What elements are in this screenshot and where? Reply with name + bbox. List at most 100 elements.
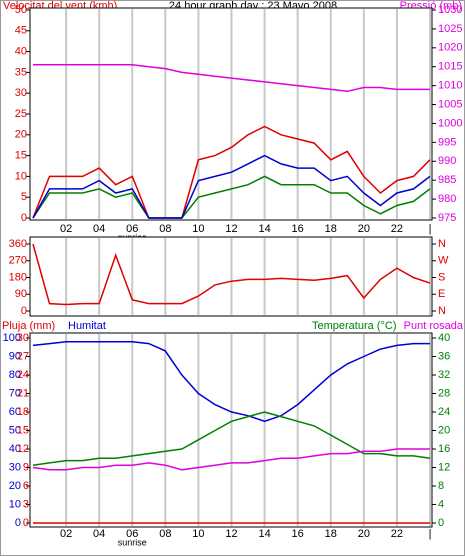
x-tick-label: 10 — [192, 528, 204, 540]
tick-label: 0 — [15, 517, 21, 529]
tick-label: 21 — [17, 387, 29, 399]
x-tick-label: 10 — [192, 223, 204, 235]
tick-label: 1030 — [438, 4, 462, 16]
tick-label: 990 — [438, 155, 456, 167]
x-tick-label: 16 — [292, 528, 304, 540]
series-line — [32, 125, 431, 219]
tick-label: 50 — [9, 424, 21, 436]
tick-label: E — [438, 288, 445, 300]
series-line — [33, 64, 430, 93]
x-tick-label: 20 — [358, 528, 370, 540]
tick-label: 180 — [9, 271, 27, 283]
tick-label: 28 — [438, 387, 450, 399]
tick-label: 60 — [9, 406, 21, 418]
tick-label: 32 — [438, 369, 450, 381]
x-tick-label: 14 — [258, 223, 270, 235]
tick-label: 18 — [17, 406, 29, 418]
tick-label: 40 — [9, 443, 21, 455]
x-tick-label: 22 — [391, 528, 403, 540]
tick-label: 0 — [21, 212, 27, 224]
tick-label: 12 — [17, 443, 29, 455]
temperature-label: Temperatura (°C) — [312, 320, 396, 332]
tick-label: N — [438, 305, 446, 317]
tick-label: 12 — [438, 461, 450, 473]
tick-label: 50 — [15, 4, 27, 16]
tick-label: 40 — [15, 46, 27, 58]
x-tick-label: 06 — [126, 528, 138, 540]
tick-label: S — [438, 271, 445, 283]
tick-label: 270 — [9, 255, 27, 267]
tick-label: 20 — [15, 129, 27, 141]
tick-label: 35 — [15, 66, 27, 78]
series-line — [32, 411, 431, 466]
series-line — [32, 243, 431, 306]
x-tick-label: | — [429, 528, 432, 540]
x-tick-label: 04 — [93, 528, 105, 540]
tick-label: 980 — [438, 193, 456, 205]
tick-label: 10 — [15, 170, 27, 182]
annotation: sunrise — [118, 537, 147, 547]
tick-label: 45 — [15, 25, 27, 37]
x-tick-label: 18 — [325, 528, 337, 540]
tick-label: 3 — [23, 498, 29, 510]
x-tick-label: 02 — [60, 223, 72, 235]
series-line — [32, 448, 430, 471]
x-tick-label: | — [429, 223, 432, 235]
x-tick-label: 12 — [225, 528, 237, 540]
x-tick-label: 06 — [126, 223, 138, 235]
tick-label: 1010 — [438, 80, 462, 92]
tick-label: 1005 — [438, 98, 462, 110]
x-tick-label: 14 — [258, 528, 270, 540]
tick-label: 0 — [23, 517, 29, 529]
tick-label: 1015 — [438, 61, 462, 73]
dewpoint-label: Punt rosada — [404, 320, 464, 332]
tick-label: 16 — [438, 443, 450, 455]
series-line — [32, 154, 431, 219]
tick-label: 40 — [438, 332, 450, 344]
tick-label: 0 — [21, 305, 27, 317]
wind-label: Velocitat del vent (kmh) — [3, 0, 117, 12]
series-line — [32, 340, 430, 423]
tick-label: 30 — [17, 332, 29, 344]
series-line — [32, 175, 431, 219]
tick-label: 995 — [438, 136, 456, 148]
x-tick-label: 08 — [159, 528, 171, 540]
tick-label: 360 — [9, 238, 27, 250]
tick-label: W — [438, 255, 449, 267]
tick-label: 90 — [9, 350, 21, 362]
tick-label: 4 — [438, 498, 444, 510]
tick-label: 20 — [9, 480, 21, 492]
tick-label: 15 — [17, 424, 29, 436]
x-tick-label: 08 — [159, 223, 171, 235]
tick-label: 20 — [438, 424, 450, 436]
tick-label: 1025 — [438, 23, 462, 35]
tick-label: 975 — [438, 212, 456, 224]
tick-label: 70 — [9, 387, 21, 399]
tick-label: 9 — [23, 461, 29, 473]
pressure-label: Pressió (mb) — [400, 0, 462, 12]
tick-label: 24 — [17, 369, 29, 381]
tick-label: 1000 — [438, 117, 462, 129]
tick-label: 985 — [438, 174, 456, 186]
x-tick-label: 16 — [292, 223, 304, 235]
tick-label: 36 — [438, 350, 450, 362]
tick-label: 24 — [438, 406, 450, 418]
x-tick-label: 20 — [358, 223, 370, 235]
tick-label: 30 — [15, 87, 27, 99]
x-tick-label: 22 — [391, 223, 403, 235]
tick-label: 25 — [15, 108, 27, 120]
x-tick-label: 04 — [93, 223, 105, 235]
tick-label: 90 — [15, 288, 27, 300]
tick-label: 6 — [23, 480, 29, 492]
humidity-label: Humitat — [68, 320, 106, 332]
x-tick-label: 12 — [225, 223, 237, 235]
tick-label: 1020 — [438, 42, 462, 54]
tick-label: 27 — [17, 350, 29, 362]
tick-label: 10 — [9, 498, 21, 510]
rain-label: Pluja (mm) — [2, 320, 55, 332]
tick-label: 5 — [21, 191, 27, 203]
chart-title: 24 hour graph day : 23 Mayo 2008 — [169, 0, 337, 12]
tick-label: N — [438, 238, 446, 250]
tick-label: 8 — [438, 480, 444, 492]
